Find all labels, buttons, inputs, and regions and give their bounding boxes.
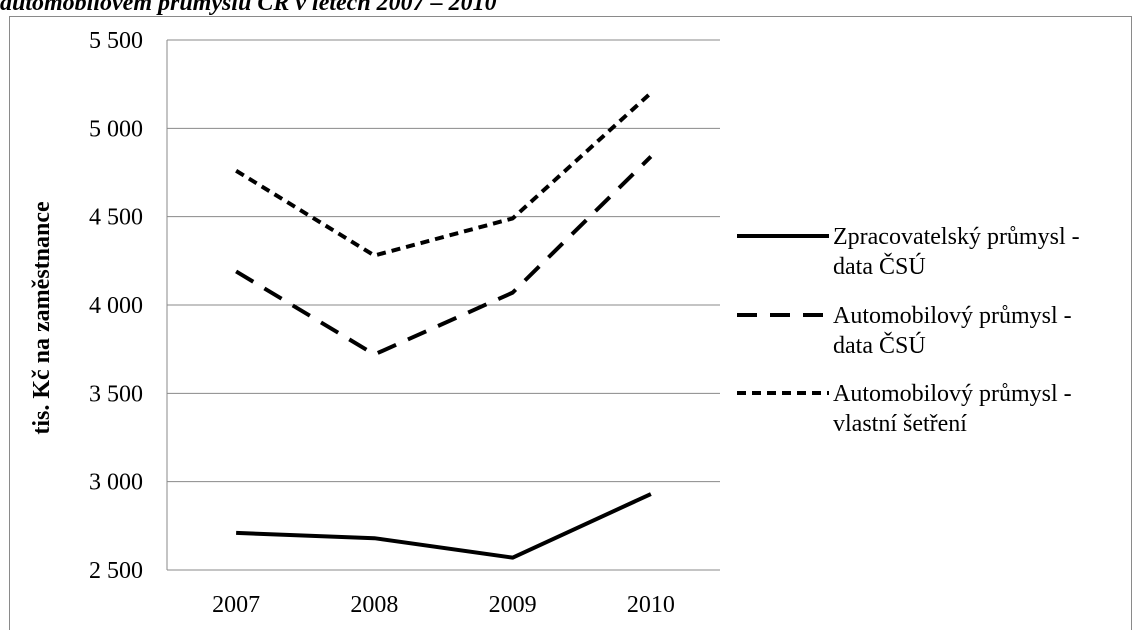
x-tick-label: 2010: [627, 592, 675, 618]
y-axis-label: tis. Kč na zaměstnance: [29, 201, 55, 435]
y-tick-label: 2 500: [89, 558, 143, 584]
y-tick-label: 5 000: [89, 116, 143, 142]
x-tick-label: 2007: [212, 592, 260, 618]
x-tick-label: 2008: [350, 592, 398, 618]
x-axis-ticks: 2007 2008 2009 2010: [212, 592, 675, 618]
legend-label: Zpracovatelský průmysl -: [833, 224, 1080, 250]
y-tick-label: 3 000: [89, 470, 143, 496]
chart-frame: [9, 16, 1132, 630]
y-tick-label: 4 500: [89, 205, 143, 231]
x-tick-label: 2009: [489, 592, 537, 618]
y-tick-label: 5 500: [89, 28, 143, 54]
series-line-2: [235, 155, 653, 357]
legend-label: data ČSÚ: [833, 253, 926, 280]
series-lines: [235, 91, 653, 560]
figure-caption: automobilovém průmyslu ČR v letech 2007 …: [0, 0, 497, 16]
gridlines: [166, 39, 720, 571]
series-line-1: [236, 492, 652, 560]
legend-label: vlastní šetření: [833, 411, 967, 437]
legend: Zpracovatelský průmysl - data ČSÚ Automobi…: [737, 224, 1080, 437]
y-axis-ticks: 5 500 5 000 4 500 4 000 3 500 3 000 2 500: [89, 28, 143, 584]
y-tick-label: 4 000: [89, 293, 143, 319]
legend-label: data ČSÚ: [833, 332, 926, 359]
legend-label: Automobilový průmysl -: [833, 303, 1072, 329]
y-tick-label: 3 500: [89, 381, 143, 407]
series-line-3: [235, 91, 653, 258]
legend-label: Automobilový průmysl -: [833, 381, 1072, 407]
